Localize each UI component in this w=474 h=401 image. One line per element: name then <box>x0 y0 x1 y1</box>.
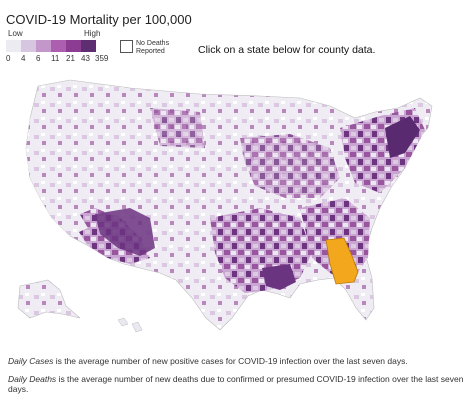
legend-swatch-3 <box>36 40 51 52</box>
northeast-dark[interactable] <box>385 116 420 158</box>
daily-cases-note: Daily Cases is the average number of new… <box>8 356 408 366</box>
arizona-region[interactable] <box>95 208 155 256</box>
legend-tick: 43 <box>81 54 90 63</box>
no-deaths-swatch <box>120 40 133 53</box>
instruction-text: Click on a state below for county data. <box>198 44 376 56</box>
daily-cases-text: is the average number of new positive ca… <box>53 356 408 366</box>
legend-high-label: High <box>84 29 101 38</box>
map-title: COVID-19 Mortality per 100,000 <box>6 12 192 27</box>
legend-low-high: Low High <box>6 29 106 39</box>
daily-cases-term: Daily Cases <box>8 356 54 366</box>
california-region[interactable] <box>26 108 88 236</box>
legend-tick: 0 <box>6 54 11 63</box>
legend-low-label: Low <box>8 29 23 38</box>
contiguous-us[interactable] <box>25 79 433 331</box>
legend-color-scale <box>6 40 96 52</box>
louisiana-dark[interactable] <box>262 264 296 290</box>
hawaii-state[interactable] <box>117 317 143 333</box>
legend-tick: 21 <box>66 54 75 63</box>
no-deaths-label: No Deaths Reported <box>136 40 170 55</box>
legend-tick: 359 <box>95 54 109 63</box>
legend-swatch-1 <box>6 40 21 52</box>
daily-deaths-text: is the average number of new deaths due … <box>8 374 464 394</box>
georgia-state[interactable] <box>325 237 359 285</box>
daily-deaths-term: Daily Deaths <box>8 374 57 384</box>
legend-swatch-6 <box>81 40 96 52</box>
legend-swatch-2 <box>21 40 36 52</box>
alaska-state[interactable] <box>17 279 81 319</box>
midwest-region[interactable] <box>240 134 340 198</box>
daily-deaths-note: Daily Deaths is the average number of ne… <box>8 374 474 394</box>
legend-swatch-5 <box>66 40 81 52</box>
legend-swatch-4 <box>51 40 66 52</box>
us-map-svg[interactable] <box>0 68 474 348</box>
legend-tick: 4 <box>21 54 26 63</box>
legend-tick: 6 <box>36 54 41 63</box>
legend-tick-labels: 0 4 6 11 21 43 359 <box>6 54 116 64</box>
dakotas-region[interactable] <box>150 108 205 148</box>
legend-tick: 11 <box>51 54 60 63</box>
us-county-map[interactable] <box>0 68 474 348</box>
